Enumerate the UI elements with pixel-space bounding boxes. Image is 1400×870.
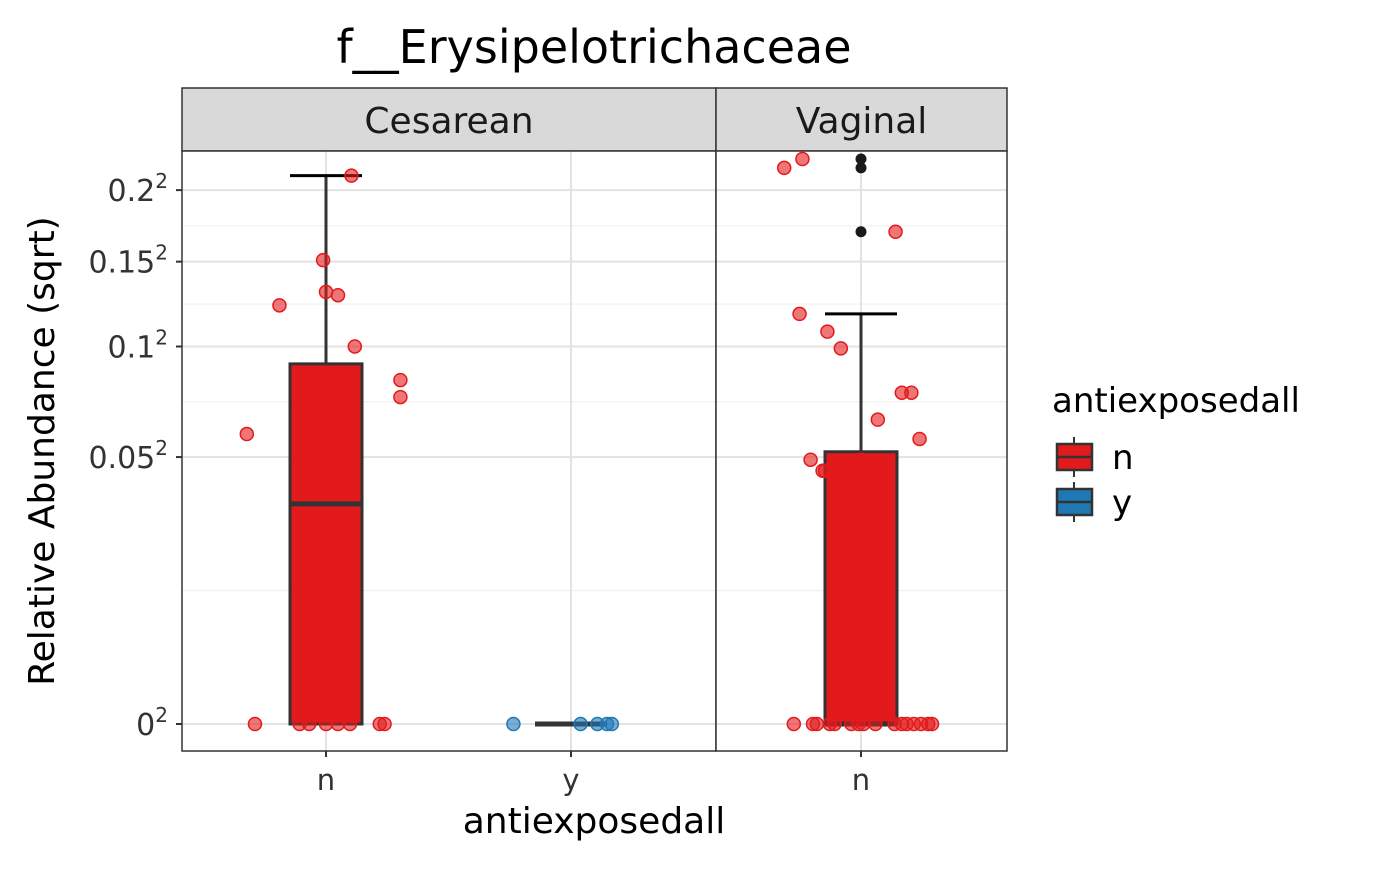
data-point [827, 716, 842, 732]
data-point [786, 716, 802, 732]
x-tick-label: n [317, 763, 335, 797]
x-tick-label: y [562, 763, 579, 797]
facet-strip-label: Cesarean [364, 101, 533, 142]
panel-border [715, 150, 1008, 752]
data-point [272, 298, 287, 313]
data-point [888, 224, 903, 240]
facet-strip [181, 87, 717, 152]
data-point [318, 284, 334, 300]
y-tick-label: 0.052 [88, 436, 168, 476]
data-point [315, 252, 331, 268]
data-point [377, 716, 392, 732]
y-axis-label: Relative Abundance (sqrt) [22, 216, 63, 685]
data-point [795, 151, 810, 167]
data-point [342, 716, 358, 732]
data-point [868, 716, 883, 732]
data-point [344, 168, 359, 183]
data-point [347, 339, 363, 354]
legend-items: ny [1055, 437, 1134, 523]
data-point [330, 716, 346, 732]
legend-label: n [1112, 438, 1134, 478]
data-point [817, 463, 833, 479]
y-tick-label: 0.12 [108, 325, 168, 365]
data-point [301, 716, 317, 732]
data-point [393, 389, 408, 405]
data-point [924, 716, 940, 732]
panel-background [182, 151, 716, 751]
group-cesarean-n [239, 168, 408, 732]
data-point [393, 372, 408, 388]
data-point [853, 452, 869, 467]
group-cesarean-y [506, 716, 620, 732]
legend: antiexposedall ny [1052, 381, 1300, 523]
data-point [870, 412, 886, 427]
y-axis-ticks: 02 0.052 0.12 0.152 0.22 [88, 169, 182, 743]
data-point [573, 716, 588, 732]
y-tick-label: 0.152 [88, 241, 168, 281]
facet-strip [715, 87, 1008, 152]
data-point [856, 716, 871, 732]
y-tick-label: 02 [136, 703, 168, 743]
legend-title: antiexposedall [1052, 381, 1300, 421]
data-point [506, 716, 521, 732]
facet-panel-vaginal: Vaginal n [715, 87, 1008, 797]
box [823, 450, 899, 726]
data-point [803, 452, 818, 467]
data-point [247, 716, 263, 732]
box [288, 362, 364, 726]
facet-panel-cesarean: Cesarean n y [181, 87, 717, 797]
outlier-point [855, 226, 867, 238]
y-tick-label: 0.22 [108, 169, 168, 209]
data-point [809, 716, 825, 732]
data-point [820, 324, 835, 339]
data-point [330, 287, 346, 303]
chart-title: f__Erysipelotrichaceae [336, 20, 851, 74]
x-axis-label: antiexposedall [463, 801, 726, 842]
data-point [318, 716, 334, 732]
legend-label: y [1112, 483, 1132, 523]
data-point [912, 431, 927, 447]
x-tick-label: n [852, 763, 870, 797]
data-point [776, 160, 792, 176]
data-point [604, 716, 620, 732]
legend-item-n: n [1055, 437, 1134, 478]
data-point [904, 385, 919, 400]
outlier-point [855, 153, 867, 165]
outlier-point [855, 162, 867, 174]
group-vaginal-n [776, 151, 940, 732]
data-point [792, 306, 807, 322]
legend-item-y: y [1055, 482, 1132, 523]
data-point [833, 341, 849, 356]
facet-strip-label: Vaginal [796, 101, 928, 142]
panels-layer: Cesarean n y Vaginal n [181, 87, 1008, 797]
data-point [239, 426, 255, 442]
